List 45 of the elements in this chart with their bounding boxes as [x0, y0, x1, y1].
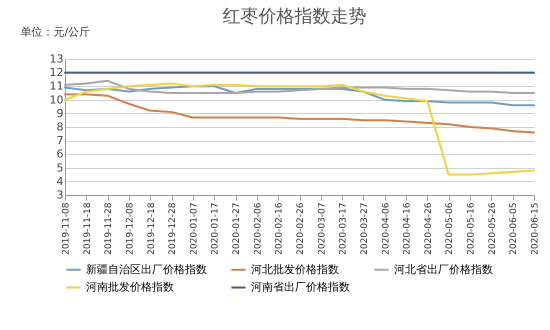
- x-tick-label: 2020-04-06: [381, 202, 392, 255]
- x-tick-label: 2020-01-27: [232, 202, 242, 255]
- chart-title: 红枣价格指数走势: [222, 6, 366, 27]
- x-tick-label: 2020-04-16: [402, 202, 413, 255]
- line-series: [64, 82, 535, 176]
- y-tick-label: 6: [56, 148, 64, 161]
- x-tick-label: 2019-12-08: [125, 202, 136, 255]
- x-tick-label: 2020-02-16: [274, 202, 285, 255]
- x-tick-label: 2019-12-28: [168, 202, 178, 255]
- y-tick-label: 11: [50, 80, 64, 93]
- y-tick-label: 10: [50, 93, 64, 106]
- y-tick-label: 4: [56, 174, 64, 188]
- legend-label: 新疆自治区出厂价格指数: [86, 262, 207, 276]
- x-tick-label: 2020-06-05: [509, 202, 520, 255]
- x-tick-label: 2020-03-07: [317, 202, 328, 255]
- x-tick-label: 2020-03-17: [338, 202, 349, 255]
- legend-label: 河北批发价格指数: [251, 262, 339, 276]
- y-tick-label: 12: [50, 66, 64, 80]
- y-tick-label: 8: [56, 120, 64, 134]
- legend-label: 河北省出厂价格指数: [394, 262, 493, 276]
- x-tick-label: 2019-11-18: [82, 202, 93, 255]
- x-tick-label: 2020-02-26: [296, 202, 306, 255]
- line-series: [64, 80, 535, 94]
- x-tick-label: 2019-11-28: [104, 202, 114, 255]
- legend-label: 河南省出厂价格指数: [251, 280, 350, 294]
- x-tick-label: 2020-01-17: [210, 202, 221, 255]
- legend-label: 河南批发价格指数: [86, 280, 174, 294]
- x-tick-label: 2019-12-18: [146, 202, 157, 255]
- x-tick-label: 2020-04-26: [424, 202, 434, 255]
- x-tick-label: 2019-11-08: [62, 202, 72, 255]
- y-axis-title: 单位：元/公斤: [20, 26, 90, 38]
- y-tick-label: 7: [56, 134, 64, 148]
- y-tick-label: 5: [56, 161, 64, 174]
- x-tick-label: 2020-05-26: [488, 202, 498, 255]
- line-series: [64, 85, 535, 106]
- y-tick-label: 9: [56, 106, 64, 120]
- line-series: [64, 93, 535, 134]
- x-tick-label: 2020-01-07: [189, 202, 200, 255]
- y-tick-label: 13: [50, 52, 64, 66]
- x-tick-label: 2020-03-27: [360, 202, 370, 255]
- y-tick-label: 3: [56, 188, 64, 202]
- x-tick-label: 2020-02-06: [253, 202, 264, 255]
- x-tick-label: 2020-05-16: [466, 202, 477, 255]
- x-tick-label: 2020-06-15: [530, 202, 540, 255]
- x-tick-label: 2020-05-06: [445, 202, 456, 255]
